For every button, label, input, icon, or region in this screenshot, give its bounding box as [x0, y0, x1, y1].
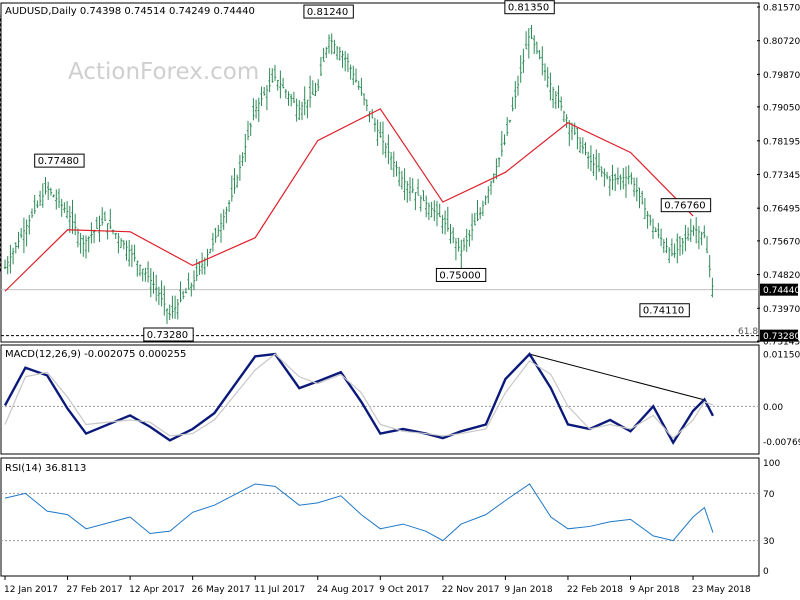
price-tick-label: 0.79870: [763, 71, 800, 81]
date-tick-label: 9 Jan 2018: [504, 585, 552, 595]
date-tick-label: 24 Aug 2017: [317, 585, 375, 595]
moving-average-line: [4, 108, 694, 292]
pivot-label: 0.75000: [439, 270, 480, 281]
rsi-title: RSI(14) 36.8113: [5, 463, 86, 474]
support-tag-bg: [760, 329, 798, 342]
macd-trendline: [529, 353, 704, 400]
rsi-tick-label: 0: [763, 567, 769, 577]
pivot-label-box: [34, 153, 85, 168]
macd-signal-line: [4, 353, 714, 439]
pivot-label-box: [303, 4, 354, 19]
trendlines: [0, 15, 704, 400]
price-tick-label: 0.73145: [763, 338, 800, 348]
current-price-tag-bg: [760, 283, 798, 296]
price-tick-label: 0.80720: [763, 37, 800, 47]
macd-title: MACD(12,26,9) -0.002075 0.000255: [5, 349, 186, 360]
date-tick-label: 12 Apr 2017: [129, 585, 185, 595]
rsi-lines: [4, 483, 714, 542]
date-tick-label: 22 Nov 2017: [442, 585, 500, 595]
rsi-tick-label: 100: [763, 459, 780, 469]
moving-average: [4, 108, 694, 292]
pivot-label-box: [435, 267, 487, 282]
date-tick-label: 9 Oct 2017: [379, 585, 429, 595]
x-axis-ticks: 12 Jan 2017 27 Feb 2017 12 Apr 2017 26 May …: [4, 576, 751, 595]
rsi-line: [4, 483, 714, 542]
pivot-label-box: [504, 0, 555, 15]
pivot-label-box: [143, 327, 194, 342]
watermark: ActionForex.com: [68, 59, 259, 85]
price-tick-label: 0.78195: [763, 137, 800, 147]
price-tick-label: 0.73970: [763, 305, 800, 315]
date-tick-label: 27 Feb 2017: [67, 585, 123, 595]
pivot-label: 0.74110: [643, 306, 684, 317]
pivot-label-box: [660, 198, 712, 213]
fib-level-label: 61.8: [738, 327, 758, 337]
price-tick-label: 0.81570: [763, 3, 800, 13]
rsi-tick-label: 70: [763, 490, 775, 500]
pivot-labels: 0.77480 0.73280 0.81240 0.75000 0.81350 0.741…: [34, 0, 712, 342]
price-tick-label: 0.74820: [763, 271, 800, 281]
pivot-label: 0.77480: [38, 156, 79, 167]
current-price-tag: 0.74440: [763, 286, 800, 296]
price-title: AUDUSD,Daily 0.74398 0.74514 0.74249 0.7…: [5, 6, 255, 17]
price-panel: [0, 2, 760, 343]
macd-tick-label: -0.007694: [763, 438, 800, 448]
date-tick-label: 22 Feb 2018: [567, 585, 623, 595]
price-bars: [3, 24, 714, 325]
support-tag: 0.73280: [763, 332, 800, 342]
date-tick-label: 26 May 2017: [192, 585, 251, 595]
date-tick-label: 23 May 2018: [692, 585, 751, 595]
date-tick-label: 11 Jul 2017: [254, 585, 305, 595]
rsi-tick-label: 30: [763, 537, 775, 547]
pivot-label: 0.81350: [508, 3, 549, 14]
price-tick-label: 0.79050: [763, 103, 800, 113]
grid-lines: [1, 289, 759, 542]
price-tick-label: 0.76495: [763, 205, 800, 215]
pivot-label: 0.73280: [147, 330, 188, 341]
pivot-label-box: [639, 303, 690, 318]
pivot-label: 0.81240: [307, 7, 348, 18]
price-tick-label: 0.75670: [763, 237, 800, 247]
macd-lines: [3, 352, 715, 446]
macd-panel: [0, 344, 760, 455]
macd-tick-label: 0.00: [763, 403, 783, 413]
pivot-label: 0.76760: [664, 201, 705, 212]
macd-tick-label: 0.011508: [763, 351, 800, 361]
date-tick-label: 12 Jan 2017: [4, 585, 58, 595]
price-tick-label: 0.77345: [763, 171, 800, 181]
y-axis-ticks: 0.81570 0.80720 0.79870 0.79050 0.78195 0.773…: [757, 3, 800, 577]
date-tick-label: 9 Apr 2018: [630, 585, 680, 595]
